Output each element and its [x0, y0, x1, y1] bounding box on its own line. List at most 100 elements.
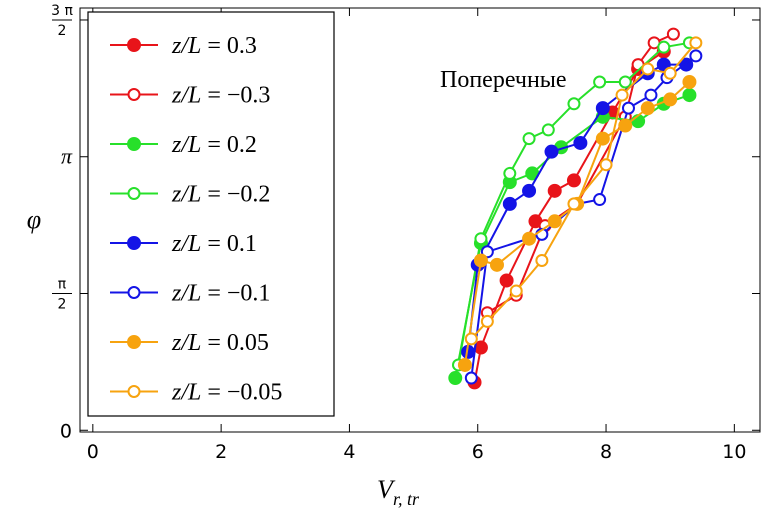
- legend-entry: z/L = 0.05: [110, 330, 269, 356]
- legend-box: [87, 11, 335, 417]
- legend-entry: z/L = −0.3: [110, 83, 270, 109]
- data-point: [448, 371, 463, 386]
- data-point: [644, 88, 658, 102]
- series-line: [454, 94, 690, 379]
- data-point: [499, 273, 514, 288]
- series-layer: [448, 27, 703, 390]
- data-point: [618, 118, 633, 133]
- legend-entry: z/L = −0.1: [110, 281, 270, 307]
- data-point: [566, 173, 581, 188]
- legend-label: z/L = 0.2: [171, 132, 257, 158]
- legend-label-variable: z/L: [171, 330, 201, 356]
- legend: z/L = 0.3z/L = −0.3z/L = 0.2z/L = −0.2z/…: [87, 11, 335, 417]
- data-point: [522, 183, 537, 198]
- data-point: [544, 144, 559, 159]
- series: [467, 44, 671, 390]
- legend-label-value: = −0.2: [201, 182, 270, 208]
- x-tick-label: 6: [472, 441, 484, 463]
- data-point: [464, 332, 478, 346]
- legend-label: z/L = −0.1: [171, 281, 270, 307]
- data-point: [689, 36, 703, 50]
- legend-entry: z/L = −0.2: [110, 182, 270, 208]
- legend-label-variable: z/L: [171, 231, 201, 257]
- legend-label: z/L = −0.2: [171, 182, 270, 208]
- legend-entry: z/L = 0.2: [110, 132, 257, 158]
- legend-entry: z/L = 0.3: [110, 33, 257, 59]
- data-point: [489, 257, 504, 272]
- series-line: [470, 42, 697, 340]
- legend-label-variable: z/L: [171, 182, 201, 208]
- annotation-label: Поперечные: [440, 67, 567, 93]
- data-point: [593, 193, 607, 207]
- x-tick-label: 10: [722, 441, 746, 463]
- data-point: [547, 214, 562, 229]
- x-tick-label: 8: [600, 441, 612, 463]
- data-point: [567, 97, 581, 111]
- legend-label-variable: z/L: [171, 83, 201, 109]
- y-tick-label: π2: [52, 276, 72, 312]
- legend-entry: z/L = −0.05: [110, 380, 282, 406]
- data-point: [640, 101, 655, 116]
- series: [457, 75, 697, 372]
- legend-label-variable: z/L: [171, 132, 201, 158]
- data-point: [682, 88, 697, 103]
- legend-label-value: = 0.1: [201, 231, 257, 257]
- legend-swatch-marker: [127, 236, 141, 250]
- legend-label-variable: z/L: [171, 281, 201, 307]
- series: [464, 36, 703, 346]
- x-tick-label: 2: [215, 441, 227, 463]
- data-point: [541, 123, 555, 137]
- data-point: [522, 132, 536, 146]
- data-point: [618, 75, 632, 89]
- legend-label-variable: z/L: [171, 33, 201, 59]
- data-point: [621, 101, 635, 115]
- y-tick-label-denominator: 2: [58, 296, 67, 312]
- legend-label: z/L = 0.05: [171, 330, 269, 356]
- x-tick-label: 0: [87, 441, 99, 463]
- data-point: [689, 49, 703, 63]
- data-point: [599, 158, 613, 172]
- data-point: [595, 101, 610, 116]
- legend-label: z/L = 0.1: [171, 231, 257, 257]
- data-point: [522, 231, 537, 246]
- data-point: [502, 196, 517, 211]
- y-tick-label-numerator: 3 π: [51, 3, 73, 19]
- legend-swatch-marker: [127, 385, 141, 398]
- y-tick-label: 3 π2: [51, 3, 73, 39]
- legend-label-variable: z/L: [171, 380, 201, 406]
- legend-entry: z/L = 0.1: [110, 231, 257, 257]
- series: [448, 88, 697, 386]
- legend-label: z/L = −0.05: [171, 380, 282, 406]
- y-tick-label: 0: [60, 420, 72, 442]
- legend-swatch-marker: [127, 38, 141, 52]
- legend-label-value: = 0.2: [201, 132, 257, 158]
- y-axis-label: φ: [27, 205, 41, 234]
- data-point: [473, 253, 488, 268]
- data-point: [547, 183, 562, 198]
- legend-label-value: = −0.05: [201, 380, 282, 406]
- data-point: [573, 135, 588, 150]
- x-axis-label: Vr, tr: [377, 475, 420, 509]
- series-line: [467, 63, 687, 353]
- data-point: [457, 357, 472, 372]
- data-point: [464, 371, 478, 385]
- data-point: [663, 66, 677, 80]
- y-tick-label-denominator: 2: [58, 23, 67, 39]
- data-point: [595, 131, 610, 146]
- x-axis-label-main: V: [377, 475, 396, 504]
- data-point: [663, 92, 678, 107]
- legend-swatch-marker: [127, 137, 141, 151]
- legend-label-value: = −0.3: [201, 83, 270, 109]
- data-point: [641, 62, 655, 76]
- data-point: [593, 75, 607, 89]
- legend-swatch-marker: [127, 286, 141, 299]
- data-point: [480, 314, 494, 328]
- legend-label-value: = −0.1: [201, 281, 270, 307]
- data-point: [474, 232, 488, 246]
- legend-label: z/L = 0.3: [171, 33, 257, 59]
- data-point: [615, 88, 629, 102]
- data-point: [503, 166, 517, 180]
- x-axis-label-sub: r, tr: [393, 489, 420, 509]
- legend-label-value: = 0.05: [201, 330, 269, 356]
